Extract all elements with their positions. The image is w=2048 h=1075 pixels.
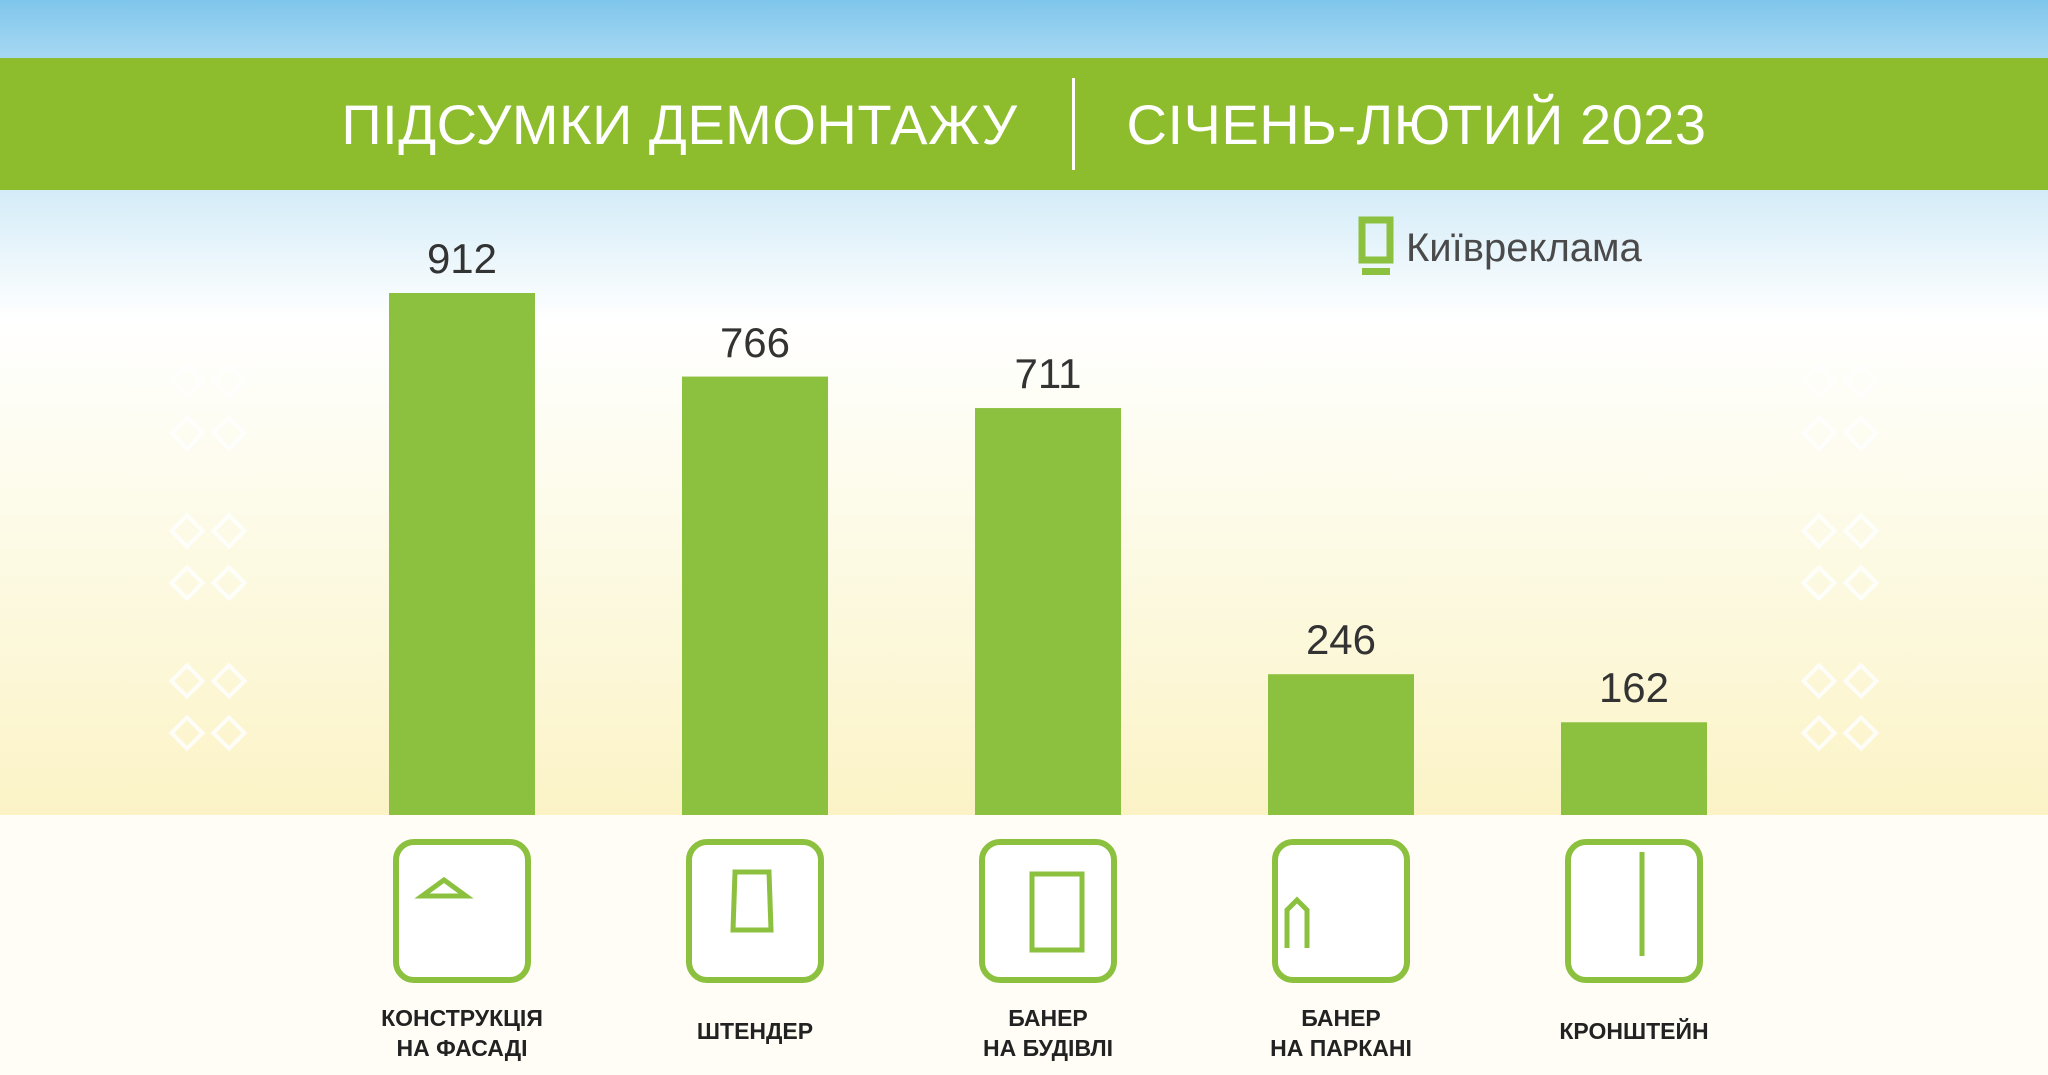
icon-frame — [686, 839, 824, 983]
billboard-logo-icon — [1358, 216, 1394, 275]
bar-1 — [389, 293, 535, 815]
bar-3 — [975, 408, 1121, 815]
title-right: СІЧЕНЬ-ЛЮТИЙ 2023 — [1126, 92, 1707, 156]
icon-frame — [979, 839, 1117, 983]
value-label-5: 162 — [1598, 664, 1670, 712]
value-label-1: 912 — [426, 235, 498, 282]
building-banner-icon — [979, 839, 1117, 983]
bar-2 — [682, 376, 828, 815]
sandwich-board-icon — [686, 839, 824, 983]
category-label-2: ШТЕНДЕР — [696, 1018, 814, 1044]
title-separator — [1071, 78, 1075, 170]
title-left: ПІДСУМКИ ДЕМОНТАЖУ — [341, 92, 1018, 156]
brand-name: Київреклама — [1406, 225, 1642, 270]
icon-frame — [1565, 839, 1703, 983]
value-label-2: 766 — [719, 318, 791, 366]
category-label-4: БАНЕР НА ПАРКАНІ — [1270, 1005, 1412, 1061]
right-ornament-icon — [1800, 362, 1880, 752]
bracket-sign-icon — [1565, 839, 1703, 983]
value-label-4: 246 — [1305, 616, 1377, 664]
sky-strip — [0, 0, 2048, 58]
category-label-3: БАНЕР НА БУДІВЛІ — [982, 1005, 1114, 1061]
category-label-1: КОНСТРУКЦІЯ НА ФАСАДІ — [381, 1005, 543, 1061]
category-label-5: КРОНШТЕЙН — [1559, 1018, 1709, 1044]
icon-frame — [393, 839, 531, 983]
left-ornament-icon — [168, 362, 248, 752]
value-label-3: 711 — [1014, 350, 1082, 398]
bar-5 — [1561, 722, 1707, 815]
icon-frame — [1272, 839, 1410, 983]
building-facade-icon — [393, 839, 531, 983]
fence-banner-icon — [1272, 839, 1410, 983]
brand-logo: Київреклама — [1358, 216, 1642, 278]
bar-4 — [1268, 674, 1414, 815]
title-bar: ПІДСУМКИ ДЕМОНТАЖУ СІЧЕНЬ-ЛЮТИЙ 2023 — [0, 58, 2048, 190]
